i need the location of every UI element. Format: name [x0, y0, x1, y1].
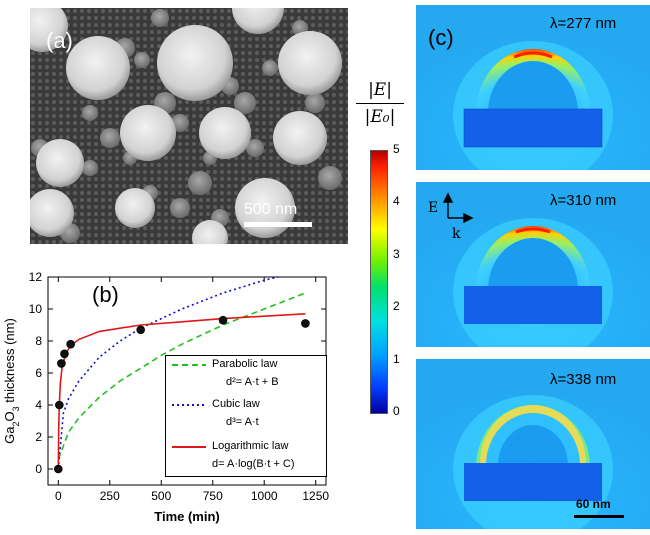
colorbar-title-numerator: |E|	[356, 80, 404, 104]
wavelength-label-2: λ=310 nm	[550, 192, 617, 209]
legend-swatch-cubic	[172, 404, 206, 406]
polarization-axes	[442, 192, 474, 224]
legend-label-parabolic: Parabolic law	[212, 358, 278, 370]
y-tick-label: 6	[35, 366, 42, 380]
y-tick-label: 4	[35, 398, 42, 412]
panel-c-label: (c)	[428, 25, 454, 50]
chart-legend: Parabolic law d²= A·t + B Cubic law d³= …	[165, 355, 327, 477]
colorbar-tick-0: 0	[393, 404, 400, 418]
data-point	[66, 339, 75, 349]
y-tick-label: 0	[35, 462, 42, 476]
data-point	[60, 349, 69, 359]
y-tick-label: 12	[29, 270, 43, 284]
legend-eq-parabolic: d²= A·t + B	[226, 376, 279, 388]
data-point	[55, 400, 64, 410]
series-line-parabolic-law	[57, 292, 306, 460]
legend-eq-log: d= A·log(B·t + C)	[212, 458, 295, 470]
legend-swatch-parabolic	[172, 364, 206, 366]
x-axis-label: Time (min)	[154, 509, 220, 524]
sem-scale-bar-label: 500 nm	[244, 201, 298, 218]
field-map-2: λ=310 nm E k	[416, 182, 650, 347]
colorbar-tick-4: 4	[393, 194, 400, 208]
y-tick-label: 10	[29, 302, 43, 316]
field-map-3-image	[416, 359, 650, 529]
data-point	[218, 315, 228, 325]
colorbar	[370, 150, 388, 414]
legend-eq-cubic: d³= A·t	[226, 416, 259, 428]
legend-label-log: Logarithmic law	[212, 440, 289, 452]
colorbar-tick-1: 1	[393, 352, 400, 366]
series-line-cubic-law	[57, 277, 282, 470]
y-tick-label: 2	[35, 430, 42, 444]
data-point	[136, 325, 145, 335]
colorbar-tick-5: 5	[393, 142, 400, 156]
thickness-chart: 0 250 500 750 1000 1250 0 2 4 6 8 10 12 Time (min) Ga2…	[2, 270, 329, 524]
field-map-3: λ=338 nm 60 nm	[416, 359, 650, 529]
wavevector-label: k	[452, 226, 461, 242]
field-map-1: (c) λ=277 nm	[416, 5, 650, 170]
sem-image	[30, 8, 348, 244]
sem-scale-bar	[244, 222, 312, 227]
x-tick-label: 1000	[251, 489, 278, 503]
field-map-1-image	[416, 5, 650, 170]
map-scale-bar-label: 60 nm	[576, 497, 611, 511]
colorbar-title-denominator: |E₀|	[364, 107, 396, 127]
y-axis-label: Ga2O3 thickness (nm)	[2, 318, 21, 444]
x-tick-label: 500	[151, 489, 171, 503]
y-tick-label: 8	[35, 334, 42, 348]
legend-swatch-log	[172, 446, 206, 448]
colorbar-ticks: 5 4 3 2 1 0	[393, 142, 413, 418]
colorbar-title: |E| |E₀|	[356, 80, 404, 127]
colorbar-tick-3: 3	[393, 247, 400, 261]
legend-label-cubic: Cubic law	[212, 398, 260, 410]
x-tick-label: 750	[203, 489, 223, 503]
panel-b-label: (b)	[92, 282, 119, 307]
sem-image-panel: (a) 500 nm	[30, 8, 348, 244]
wavelength-label-3: λ=338 nm	[550, 371, 617, 388]
field-direction-label: E	[428, 200, 439, 216]
field-map-2-image	[416, 182, 650, 347]
data-point	[301, 319, 310, 328]
data-point	[57, 359, 66, 368]
panel-a-label: (a)	[46, 28, 73, 53]
data-point	[53, 464, 63, 474]
colorbar-tick-2: 2	[393, 299, 400, 313]
x-tick-label: 0	[55, 489, 62, 503]
x-tick-label: 1250	[302, 489, 329, 503]
x-tick-label: 250	[100, 489, 120, 503]
wavelength-label-1: λ=277 nm	[550, 15, 617, 32]
